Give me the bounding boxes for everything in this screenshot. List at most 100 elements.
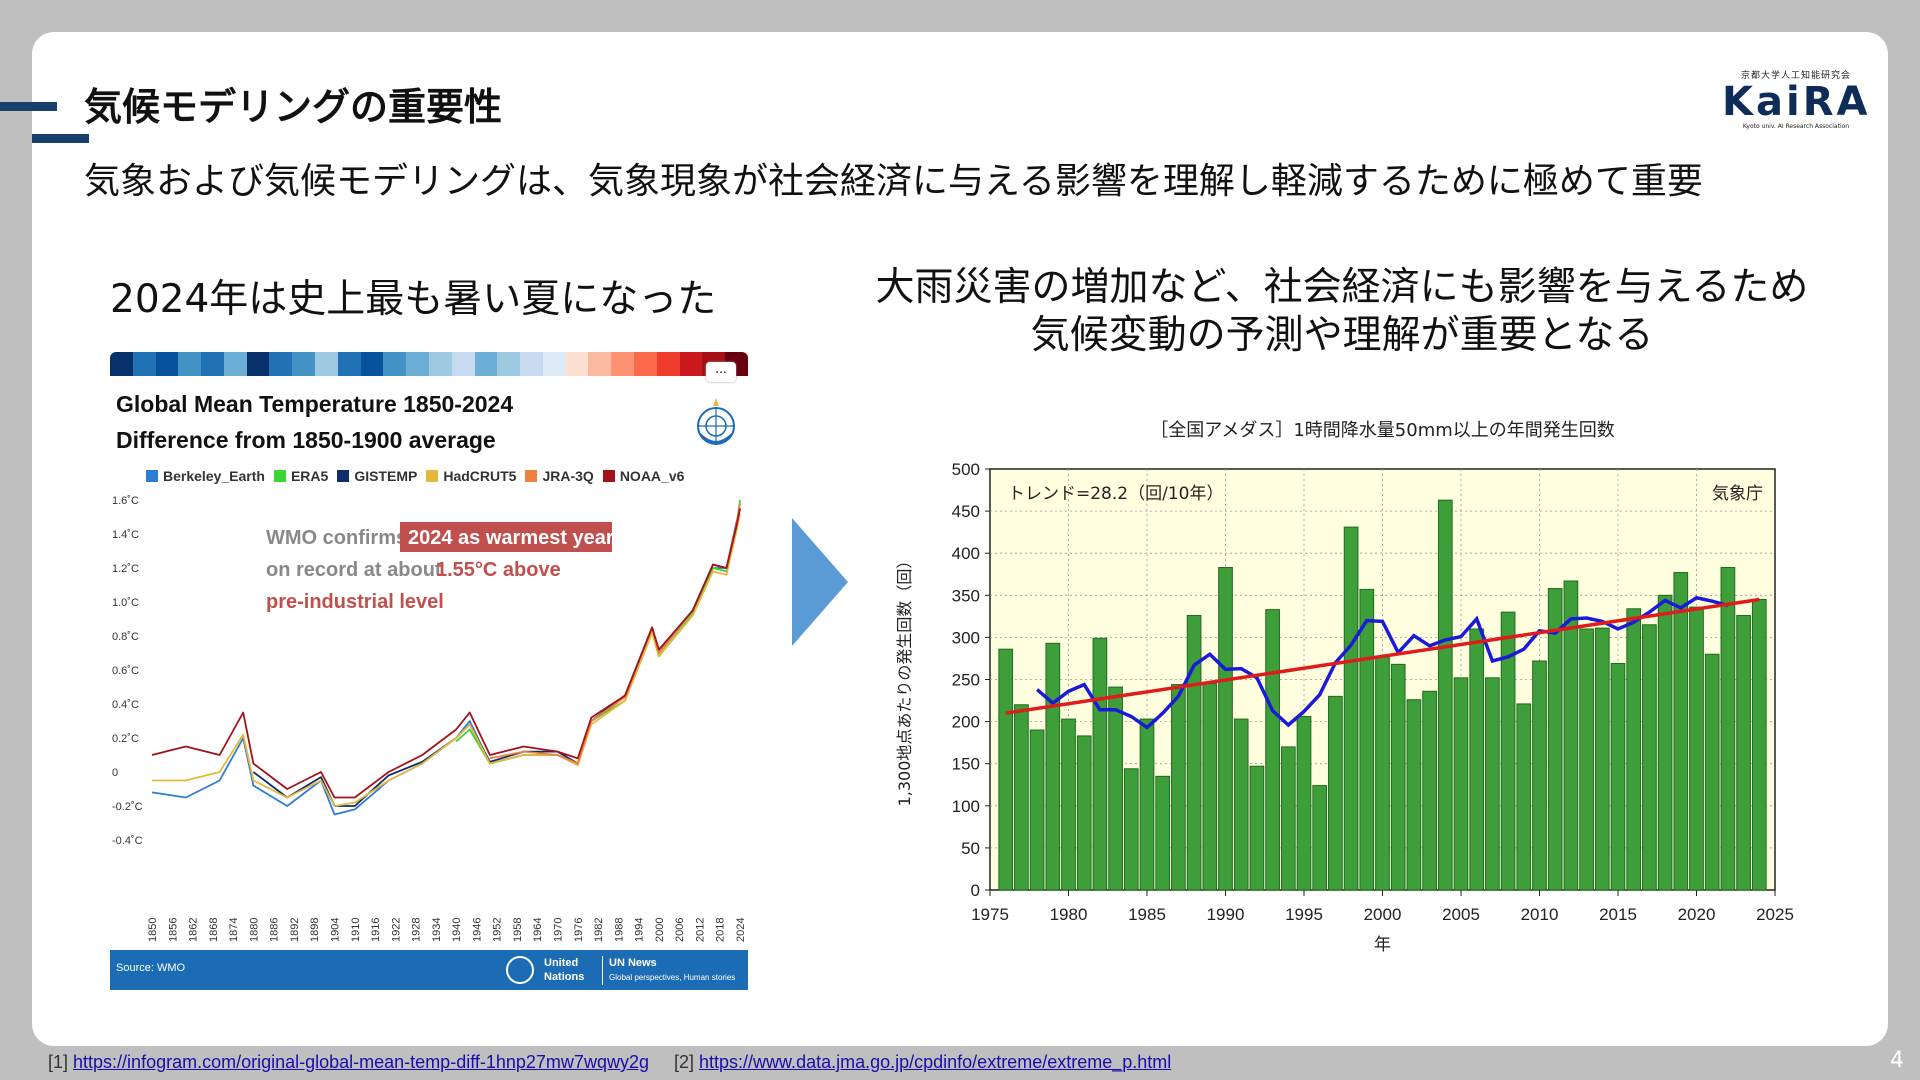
bar xyxy=(1453,677,1469,891)
x-tick-label: 1988 xyxy=(613,918,625,942)
warming-stripe xyxy=(110,352,133,376)
legend-swatch xyxy=(602,470,615,482)
bar xyxy=(1328,695,1343,891)
warming-stripe xyxy=(565,352,589,376)
bar xyxy=(1642,624,1657,891)
bar xyxy=(1720,567,1736,891)
logo-small-text: 京都大学人工知能研究会 xyxy=(1740,71,1851,81)
ref2-prefix: [2] xyxy=(674,1052,695,1072)
bar xyxy=(1280,746,1296,891)
logo-name: KaiRA xyxy=(1722,79,1871,125)
x-tick-label: 1940 xyxy=(451,918,463,942)
legend-label: GISTEMP xyxy=(354,468,418,484)
slide-subtitle: 気象および気候モデリングは、気象現象が社会経済に与える影響を理解し軽減するために… xyxy=(84,161,1703,202)
series-line xyxy=(152,513,741,807)
bar xyxy=(1594,627,1610,891)
x-tick-label: 1995 xyxy=(1285,905,1323,924)
bar xyxy=(1202,683,1218,891)
y-tick-label: 500 xyxy=(952,460,980,479)
x-tick-label: 1958 xyxy=(512,918,524,942)
x-tick-label: 1874 xyxy=(228,918,240,942)
kaira-logo: 京都大学人工知能研究会 KaiRA Kyoto univ. AI Researc… xyxy=(1722,68,1870,130)
ref1-prefix: [1] xyxy=(48,1052,69,1072)
ref1-link[interactable]: https://infogram.com/original-global-mea… xyxy=(73,1052,649,1072)
ref2-link[interactable]: https://www.data.jma.go.jp/cpdinfo/extre… xyxy=(699,1052,1172,1072)
temperature-chart: 1.6˚C 1.4˚C 1.2˚C 1.0˚C 0.8˚C 0.6˚C 0.4˚C 0.2˚C… xyxy=(112,495,747,942)
legend-swatch xyxy=(146,470,158,482)
bar xyxy=(1751,599,1767,891)
warming-stripe xyxy=(246,352,270,376)
x-tick-label: 1975 xyxy=(971,905,1009,924)
arrow-right-icon xyxy=(792,518,848,646)
un-news-label: UN News Global perspectives, Human stori… xyxy=(602,956,735,985)
y-tick-label: 1.0˚C xyxy=(112,597,139,609)
x-tick-label: 1898 xyxy=(309,918,321,942)
warming-stripe xyxy=(269,352,293,376)
warming-stripe xyxy=(451,352,475,376)
y-tick-label: 0 xyxy=(971,881,980,900)
x-tick-label: 1985 xyxy=(1128,905,1166,924)
bar xyxy=(1437,499,1453,891)
legend-item: GISTEMP xyxy=(337,468,417,484)
y-tick-label: 0 xyxy=(112,767,118,779)
bar xyxy=(1500,611,1516,891)
legend-swatch xyxy=(273,470,286,482)
bar xyxy=(998,648,1014,891)
legend-label: ERA5 xyxy=(290,468,329,484)
y-tick-label: -0.4˚C xyxy=(112,835,143,847)
legend-label: JRA-3Q xyxy=(542,468,594,484)
agency-label: 気象庁 xyxy=(1712,484,1763,504)
bar xyxy=(1673,572,1689,891)
bar xyxy=(1312,785,1328,891)
temperature-infographic: ... Global Mean Temperature 1850-2024 Di… xyxy=(110,352,748,990)
bar xyxy=(1469,628,1485,891)
bar xyxy=(1076,735,1092,891)
bar xyxy=(1108,686,1123,891)
legend-label: HadCRUT5 xyxy=(443,468,517,484)
right-caption-line1: 大雨災害の増加など、社会経済にも影響を与えるため xyxy=(875,265,1809,310)
bar xyxy=(1123,768,1139,891)
y-tick-label: 350 xyxy=(952,586,980,605)
series-line xyxy=(151,508,741,816)
moving-average-line xyxy=(1035,595,1729,730)
x-tick-label: 1850 xyxy=(147,918,159,942)
x-tick-label: 2006 xyxy=(674,918,686,942)
warming-stripe xyxy=(337,352,361,376)
un-label-1: United xyxy=(544,957,579,969)
y-tick-label: 0.2˚C xyxy=(112,733,139,745)
x-tick-label: 1880 xyxy=(248,918,260,942)
x-tick-label: 1946 xyxy=(471,918,483,942)
legend-swatch xyxy=(337,470,350,482)
x-tick-label: 2018 xyxy=(715,918,727,942)
bar xyxy=(1359,588,1375,891)
annotation-text: WMO confirms xyxy=(266,527,407,549)
y-tick-label: 400 xyxy=(952,544,980,563)
annotation-highlight: 2024 as warmest year xyxy=(408,527,614,549)
bar xyxy=(1516,703,1532,891)
y-tick-label: -0.2˚C xyxy=(112,801,143,813)
warming-stripe xyxy=(633,352,657,376)
footnotes: [1] https://infogram.com/original-global… xyxy=(48,1052,1171,1073)
wmo-emblem-icon xyxy=(697,398,735,445)
x-tick-label: 1862 xyxy=(188,918,200,942)
bar xyxy=(1029,729,1045,891)
bar xyxy=(1014,704,1029,891)
warming-stripe xyxy=(679,352,703,376)
y-tick-label: 1.6˚C xyxy=(112,495,139,507)
trend-line xyxy=(1005,597,1760,715)
bar xyxy=(1736,615,1751,891)
x-tick-label: 1952 xyxy=(492,918,504,942)
bar xyxy=(1375,655,1390,891)
y-tick-label: 0.4˚C xyxy=(112,699,139,711)
x-tick-label: 2012 xyxy=(694,918,706,942)
logo-sub-text: Kyoto univ. AI Research Association xyxy=(1742,123,1850,130)
warming-stripe xyxy=(223,352,247,376)
y-tick-label: 50 xyxy=(961,839,980,858)
bar xyxy=(1657,594,1673,891)
warming-stripe xyxy=(520,352,543,376)
warming-stripe xyxy=(497,352,521,376)
warming-stripe xyxy=(201,352,224,376)
x-tick-label: 1892 xyxy=(289,918,301,942)
more-options-button[interactable]: ... xyxy=(706,362,736,382)
trend-label: トレンド=28.2（回/10年） xyxy=(1008,484,1223,504)
